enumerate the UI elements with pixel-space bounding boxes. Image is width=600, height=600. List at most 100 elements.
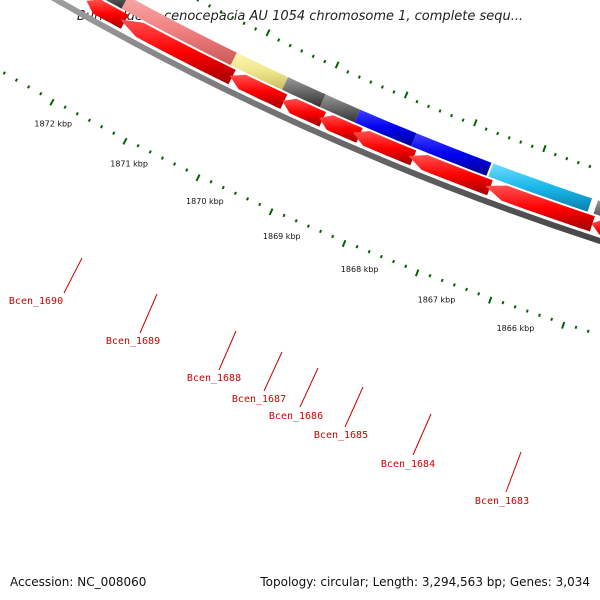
outer-tick-mark — [538, 313, 541, 317]
gene-feature-bcen_1685[interactable] — [354, 109, 417, 147]
inner-tick-mark — [403, 91, 409, 99]
outer-tick-mark — [306, 224, 310, 228]
inner-tick-mark — [334, 61, 340, 69]
kbp-axis-label: 1868 kbp — [341, 265, 379, 274]
outer-tick-mark — [341, 239, 347, 248]
topology-summary: Topology: circular; Length: 3,294,563 bp… — [260, 575, 590, 589]
inner-tick-mark — [565, 156, 569, 161]
gene-label-bcen_1685[interactable]: Bcen_1685 — [314, 430, 368, 441]
outer-tick-mark — [148, 150, 152, 154]
inner-tick-mark — [438, 109, 442, 113]
gene-label-bcen_1689[interactable]: Bcen_1689 — [106, 336, 160, 347]
cds-feature[interactable] — [352, 131, 417, 166]
inner-tick-mark — [450, 113, 454, 118]
outer-tick-mark — [525, 309, 529, 313]
gene-label-bcen_1690[interactable]: Bcen_1690 — [9, 296, 63, 307]
outer-tick-mark — [63, 105, 67, 109]
map-title: Burkholderia cenocepacia AU 1054 chromos… — [76, 9, 524, 24]
kbp-axis-label: 1872 kbp — [34, 119, 72, 128]
gene-feature-bcen_1689[interactable] — [121, 0, 239, 67]
cds-feature[interactable] — [591, 219, 600, 242]
outer-tick-mark — [136, 143, 140, 148]
inner-tick-mark — [496, 131, 500, 136]
outer-tick-mark — [414, 269, 420, 277]
gene-feature-bcen_1688[interactable] — [230, 52, 289, 90]
cds-feature[interactable] — [120, 19, 236, 85]
outer-tick-mark — [452, 283, 456, 287]
outer-tick-mark — [195, 174, 201, 182]
outer-tick-mark — [122, 137, 128, 145]
kbp-axis-label: 1869 kbp — [263, 232, 301, 241]
outer-tick-mark — [379, 254, 383, 259]
gene-feature[interactable] — [593, 200, 600, 224]
inner-tick-mark — [277, 38, 281, 42]
inner-tick-mark — [484, 127, 488, 131]
outer-tick-mark — [160, 156, 164, 160]
gene-label-bcen_1684[interactable]: Bcen_1684 — [381, 459, 435, 470]
gene-label-bcen_1687[interactable]: Bcen_1687 — [232, 394, 286, 405]
inner-tick-mark — [369, 80, 373, 84]
outer-tick-mark — [404, 264, 408, 269]
inner-tick-mark — [507, 136, 511, 140]
inner-tick-mark — [576, 160, 580, 165]
gene-feature-bcen_1686[interactable] — [319, 94, 361, 123]
outer-tick-mark — [488, 296, 493, 304]
gene-label-leader — [412, 413, 432, 456]
kbp-axis-label: 1867 kbp — [418, 295, 456, 304]
cds-feature[interactable] — [282, 98, 326, 127]
outer-tick-mark — [185, 168, 189, 172]
outer-tick-mark — [2, 71, 6, 75]
gene-label-bcen_1686[interactable]: Bcen_1686 — [269, 411, 323, 422]
gene-label-leader — [344, 386, 364, 428]
inner-tick-mark — [542, 144, 547, 153]
kbp-axis-label: 1866 kbp — [497, 324, 535, 333]
outer-tick-mark — [39, 91, 43, 96]
gene-label-bcen_1683[interactable]: Bcen_1683 — [475, 496, 529, 507]
cds-feature[interactable] — [86, 0, 129, 29]
gene-feature-bcen_1684[interactable] — [411, 133, 492, 176]
outer-tick-mark — [258, 202, 262, 207]
outer-tick-mark — [233, 191, 237, 196]
outer-tick-mark — [513, 305, 517, 309]
inner-tick-mark — [380, 85, 384, 89]
inner-tick-mark — [427, 104, 430, 109]
cds-feature[interactable] — [319, 115, 363, 143]
inner-tick-mark — [473, 119, 478, 127]
outer-tick-mark — [100, 124, 104, 129]
outer-tick-mark — [221, 185, 225, 190]
inner-tick-mark — [311, 54, 315, 59]
inner-tick-mark — [254, 27, 258, 31]
kbp-axis-label: 1871 kbp — [110, 159, 148, 168]
inner-tick-mark — [288, 43, 292, 48]
cds-feature[interactable] — [229, 74, 288, 109]
outer-tick-mark — [465, 287, 468, 292]
outer-tick-mark — [87, 118, 92, 123]
gene-feature-bcen_1687[interactable] — [282, 77, 326, 108]
outer-tick-mark — [49, 98, 55, 106]
kbp-axis-label: 1870 kbp — [186, 197, 224, 206]
outer-tick-mark — [561, 321, 566, 329]
inner-tick-mark — [519, 140, 523, 144]
outer-tick-mark — [27, 85, 31, 89]
inner-tick-mark — [461, 118, 465, 122]
inner-tick-mark — [300, 49, 304, 53]
outer-tick-mark — [367, 249, 371, 254]
gene-label-bcen_1688[interactable]: Bcen_1688 — [187, 373, 241, 384]
inner-tick-mark — [207, 4, 212, 8]
cds-feature[interactable] — [485, 185, 595, 232]
cds-feature[interactable] — [408, 155, 493, 196]
outer-tick-mark — [355, 244, 359, 249]
gene-feature-bcen_1690[interactable] — [88, 0, 128, 9]
inner-tick-mark — [230, 15, 235, 20]
outer-tick-mark — [392, 259, 396, 264]
gene-label-leader — [218, 330, 237, 371]
outer-tick-mark — [440, 278, 444, 283]
outer-tick-mark — [282, 213, 286, 218]
inner-tick-mark — [196, 0, 200, 2]
gene-feature-bcen_1683[interactable] — [488, 163, 592, 212]
outer-tick-mark — [173, 162, 177, 166]
outer-tick-mark — [586, 329, 590, 333]
outer-tick-mark — [246, 197, 250, 201]
accession-text: Accession: NC_008060 — [10, 575, 147, 589]
